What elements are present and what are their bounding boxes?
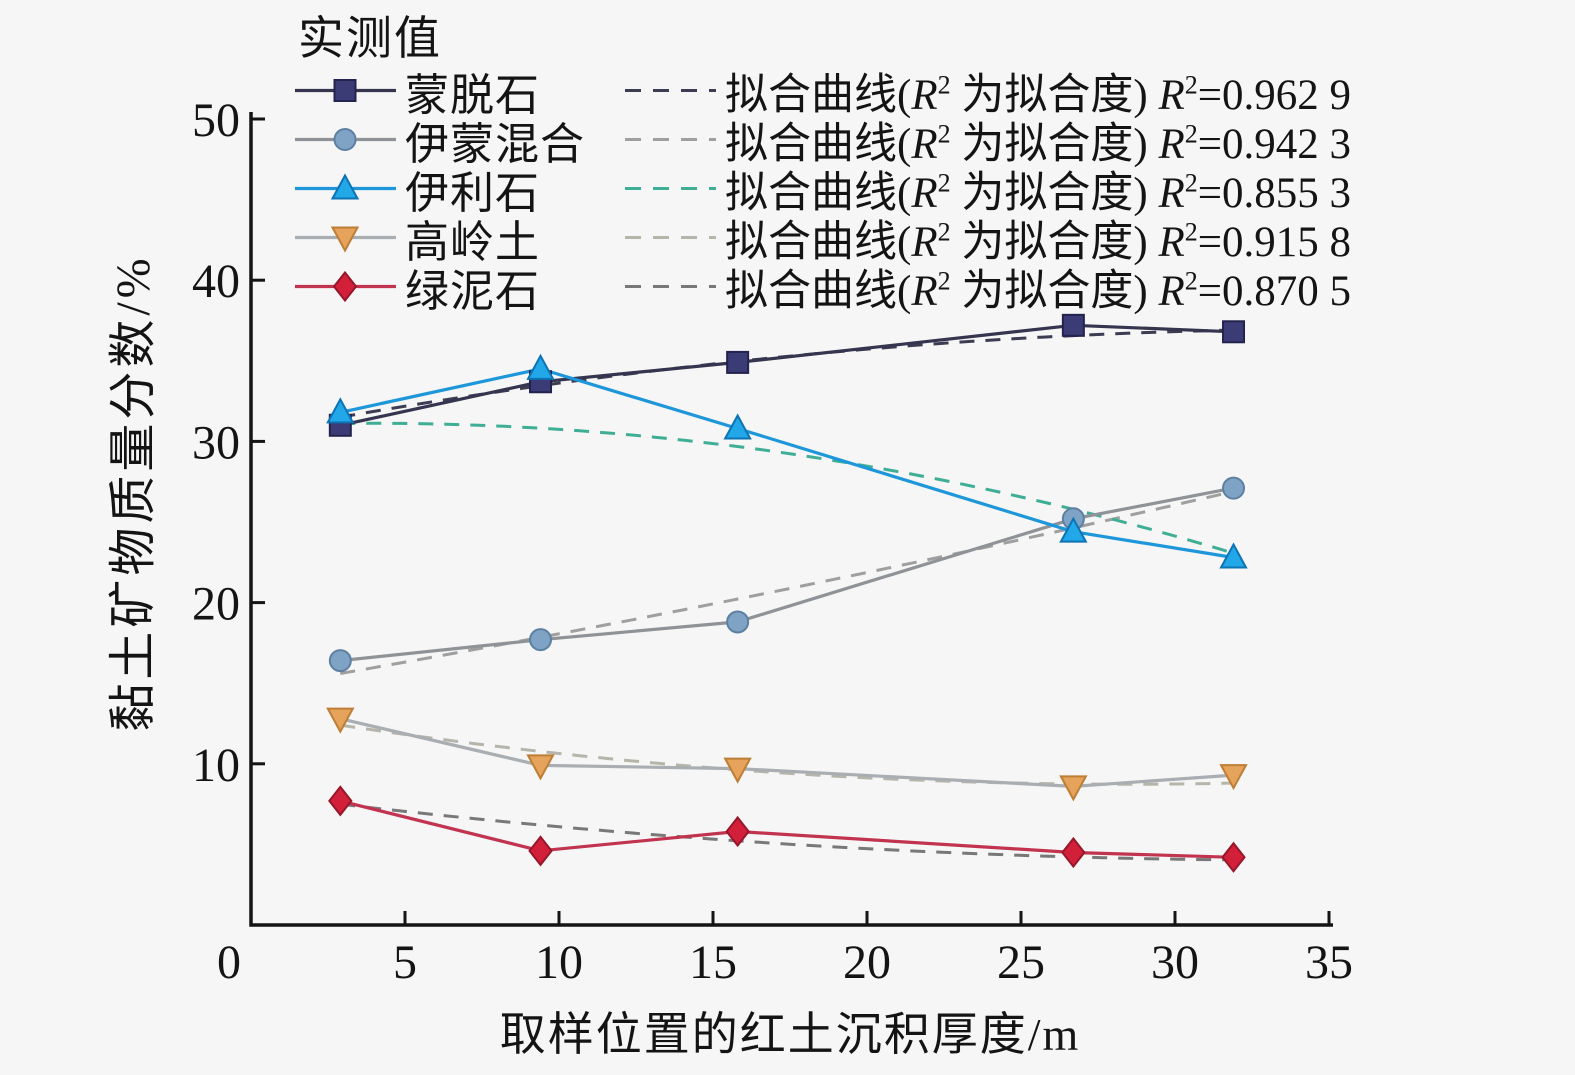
square-marker <box>333 79 357 102</box>
series-label: 伊蒙混合 <box>405 119 585 169</box>
fit-dash-icon <box>625 187 716 190</box>
legend-item: 伊蒙混合 拟合曲线(R2 为拟合度) R2=0.942 3 <box>293 115 1533 169</box>
axis-spines <box>249 112 1333 927</box>
legend-item: 伊利石 拟合曲线(R2 为拟合度) R2=0.855 3 <box>293 164 1533 218</box>
series-label: 蒙脱石 <box>405 70 540 120</box>
triangle-down-marker <box>526 754 555 781</box>
r2-value: 0.915 8 <box>1221 218 1351 266</box>
fit-label: 拟合曲线(R2 为拟合度) R2=0.870 5 <box>725 266 1351 315</box>
r2-value: 0.855 3 <box>1221 169 1351 217</box>
legend-item: 绿泥石 拟合曲线(R2 为拟合度) R2=0.870 5 <box>293 262 1533 316</box>
triangle-down-marker <box>326 707 355 734</box>
circle-marker <box>529 628 553 652</box>
fit-dash-icon <box>625 285 716 288</box>
fit-curve-2 <box>340 421 1239 557</box>
r2-value: 0.962 9 <box>1221 71 1351 119</box>
legend-item: 高岭土 拟合曲线(R2 为拟合度) R2=0.915 8 <box>293 213 1533 267</box>
triangle-up-marker <box>326 397 355 424</box>
series-line-3 <box>339 717 1234 789</box>
triangle-up-marker <box>1059 516 1088 543</box>
x-tick-label: 25 <box>997 936 1045 989</box>
fit-label: 拟合曲线(R2 为拟合度) R2=0.855 3 <box>725 168 1351 217</box>
x-tick-label: 20 <box>843 936 891 989</box>
x-tick-label: 10 <box>535 936 583 989</box>
fit-dash-icon <box>625 89 716 92</box>
triangle-down-marker <box>1059 775 1088 802</box>
triangle-down-marker-icon <box>295 226 396 253</box>
fit-curve-3 <box>340 723 1239 786</box>
r2-value: 0.942 3 <box>1221 120 1351 168</box>
fit-label: 拟合曲线(R2 为拟合度) R2=0.962 9 <box>725 70 1351 119</box>
x-axis-title: 取样位置的红土沉积厚度/m <box>499 1009 1081 1060</box>
y-tick-label: 10 <box>192 739 240 792</box>
fit-curve-0 <box>340 328 1239 419</box>
y-tick-label: 50 <box>192 94 240 147</box>
triangle-up-marker-icon <box>295 173 396 200</box>
y-axis-title: 黏土矿物质量分数/% <box>107 254 160 732</box>
diamond-marker <box>1221 841 1246 873</box>
series-line-4 <box>339 799 1234 859</box>
circle-marker <box>333 128 357 151</box>
diamond-marker <box>328 785 353 817</box>
triangle-up-marker <box>330 173 360 200</box>
x-tick-label: 30 <box>1151 936 1199 989</box>
diamond-marker <box>725 815 750 848</box>
fit-dash-icon <box>625 236 716 239</box>
series-line-1 <box>340 486 1234 663</box>
triangle-down-marker <box>723 757 752 784</box>
square-marker <box>1061 313 1085 337</box>
square-marker-icon <box>295 79 396 102</box>
triangle-up-marker <box>526 353 555 380</box>
triangle-down-marker <box>330 226 360 253</box>
fit-label: 拟合曲线(R2 为拟合度) R2=0.942 3 <box>725 119 1351 168</box>
diamond-marker <box>332 270 358 303</box>
y-tick-label: 20 <box>192 578 240 631</box>
series-label: 绿泥石 <box>405 266 540 316</box>
series-label: 伊利石 <box>405 168 540 218</box>
legend-item: 蒙脱石 拟合曲线(R2 为拟合度) R2=0.962 9 <box>293 66 1533 120</box>
diamond-marker <box>1061 836 1086 869</box>
fit-curves <box>340 328 1239 862</box>
fit-dash-icon <box>625 138 716 141</box>
legend: 蒙脱石 拟合曲线(R2 为拟合度) R2=0.962 9 伊蒙混合 拟合曲线(R… <box>293 66 1533 316</box>
series-label: 高岭土 <box>405 217 540 267</box>
triangle-up-marker <box>723 413 752 440</box>
y-tick-label: 40 <box>192 255 240 308</box>
r2-value: 0.870 5 <box>1221 267 1351 315</box>
diamond-marker-icon <box>295 270 396 303</box>
fit-label: 拟合曲线(R2 为拟合度) R2=0.915 8 <box>725 217 1351 266</box>
triangle-down-marker <box>1219 764 1248 791</box>
series-line-0 <box>339 323 1234 427</box>
x-tick-label: 5 <box>393 936 417 989</box>
circle-marker <box>328 649 352 673</box>
triangle-up-marker <box>1219 542 1248 569</box>
y-tick-label: 30 <box>192 416 240 469</box>
series-lines <box>339 323 1234 859</box>
series-markers <box>326 313 1248 873</box>
circle-marker <box>1222 476 1246 500</box>
x-tick-label: 35 <box>1305 936 1353 989</box>
fit-curve-4 <box>340 802 1239 862</box>
x-tick-label: 15 <box>689 936 737 989</box>
diamond-marker <box>528 835 553 867</box>
fit-curve-1 <box>340 488 1239 675</box>
x-tick-label: 0 <box>217 936 241 989</box>
square-marker <box>1222 320 1246 344</box>
circle-marker-icon <box>295 128 396 151</box>
legend-title: 实测值 <box>298 13 442 64</box>
square-marker <box>726 350 750 374</box>
circle-marker <box>726 610 750 634</box>
